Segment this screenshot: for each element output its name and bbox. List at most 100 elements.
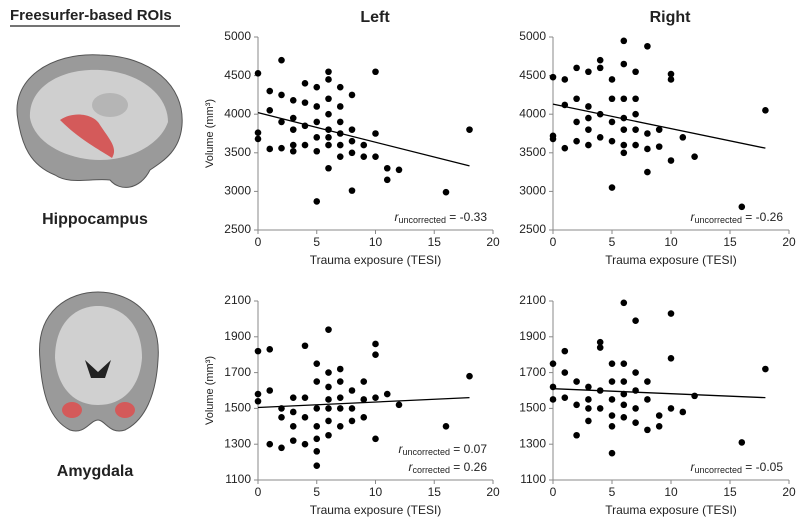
scatter-point: [360, 141, 368, 149]
y-tick-label: 2100: [519, 293, 546, 307]
scatter-point: [254, 135, 262, 143]
y-tick-label: 1500: [519, 401, 546, 415]
scatter-point: [549, 73, 557, 81]
correlation-annotation: runcorrected = -0.33: [394, 210, 487, 225]
scatter-point: [632, 141, 639, 149]
scatter-point: [325, 396, 332, 403]
scatter-point: [336, 394, 344, 401]
scatter-point: [301, 80, 309, 87]
scatter-point: [585, 383, 592, 391]
scatter-point: [620, 299, 628, 307]
scatter-point: [278, 444, 285, 452]
annotation-text: = -0.05: [742, 460, 783, 474]
annotation-text: = 0.07: [450, 442, 487, 456]
y-tick-label: 2500: [519, 222, 546, 236]
x-tick-label: 5: [609, 485, 616, 499]
scatter-point: [585, 103, 592, 110]
scatter-point: [632, 419, 639, 427]
y-tick-label: 1300: [224, 436, 251, 450]
scatter-point: [360, 378, 368, 385]
scatter-point: [596, 56, 604, 64]
scatter-point: [278, 144, 285, 152]
scatter-point: [585, 405, 592, 412]
scatter-point: [372, 340, 379, 348]
scatter-point: [336, 153, 344, 160]
scatter-point: [655, 423, 663, 430]
x-tick-label: 0: [550, 485, 557, 499]
y-tick-label: 1300: [519, 436, 546, 450]
scatter-point: [738, 203, 746, 211]
scatter-point: [585, 396, 592, 403]
scatter-point: [372, 394, 379, 401]
scatter-point: [585, 68, 592, 76]
scatter-point: [313, 103, 321, 110]
scatter-point: [620, 378, 628, 385]
regression-line: [552, 388, 766, 399]
x-tick-label: 10: [369, 485, 383, 499]
scatter-point: [336, 83, 344, 91]
column-label: Right: [650, 9, 692, 26]
scatter-point: [348, 187, 356, 194]
scatter-point: [254, 347, 262, 355]
scatter-point: [585, 141, 592, 149]
scatter-point: [667, 405, 675, 412]
correlation-annotation: runcorrected = 0.07: [398, 442, 487, 457]
scatter-point: [573, 378, 580, 385]
scatter-point: [573, 137, 580, 145]
scatter-point: [585, 126, 592, 133]
scatter-point: [573, 401, 580, 409]
scatter-point: [561, 76, 569, 83]
scatter-point: [325, 134, 332, 141]
y-tick-label: 4000: [224, 106, 251, 120]
scatter-point: [301, 141, 309, 149]
scatter-point: [372, 130, 379, 137]
y-tick-label: 1100: [520, 472, 546, 486]
scatter-point: [655, 143, 663, 150]
scatter-point: [289, 147, 297, 155]
annotation-text: = 0.26: [450, 460, 487, 474]
scatter-point: [325, 76, 332, 83]
scatter-point: [278, 118, 285, 126]
scatter-point: [325, 383, 332, 391]
scatter-point: [348, 126, 356, 133]
scatter-point: [266, 387, 274, 394]
coronal-brain-image: [39, 291, 159, 432]
scatter-point: [608, 378, 616, 385]
scatter-point: [608, 423, 616, 430]
scatter-point: [561, 347, 569, 355]
x-tick-label: 15: [428, 485, 442, 499]
x-tick-label: 10: [369, 235, 383, 249]
scatter-point: [254, 397, 262, 405]
scatter-point: [254, 390, 262, 398]
scatter-point: [325, 369, 332, 376]
scatter-point: [442, 423, 450, 430]
scatter-point: [608, 118, 616, 126]
y-tick-label: 1900: [519, 329, 546, 343]
annotation-subscript: uncorrected: [694, 465, 742, 475]
scatter-point: [325, 405, 332, 412]
scatter-point: [644, 42, 651, 50]
scatter-point: [301, 342, 309, 350]
x-axis-label: Trauma exposure (TESI): [605, 503, 737, 517]
scatter-point: [360, 396, 368, 403]
scatter-point: [632, 126, 639, 133]
scatter-point: [336, 118, 344, 126]
scatter-point: [348, 405, 356, 412]
correlation-annotation: rcorrected = 0.26: [408, 460, 487, 475]
scatter-point: [644, 426, 651, 434]
scatter-point: [325, 110, 332, 118]
y-tick-label: 5000: [224, 29, 251, 43]
scatter-point: [596, 338, 604, 346]
scatter-point: [762, 365, 769, 373]
y-tick-label: 1500: [224, 401, 251, 415]
scatter-point: [313, 118, 321, 126]
scatter-point: [667, 354, 675, 362]
scatter-point: [762, 107, 769, 114]
scatter-point: [608, 449, 616, 457]
scatter-point: [348, 91, 356, 99]
scatter-point: [301, 440, 309, 448]
scatter-point: [549, 360, 557, 367]
y-axis-label: Volume (mm³): [204, 99, 216, 168]
scatter-point: [608, 184, 616, 191]
